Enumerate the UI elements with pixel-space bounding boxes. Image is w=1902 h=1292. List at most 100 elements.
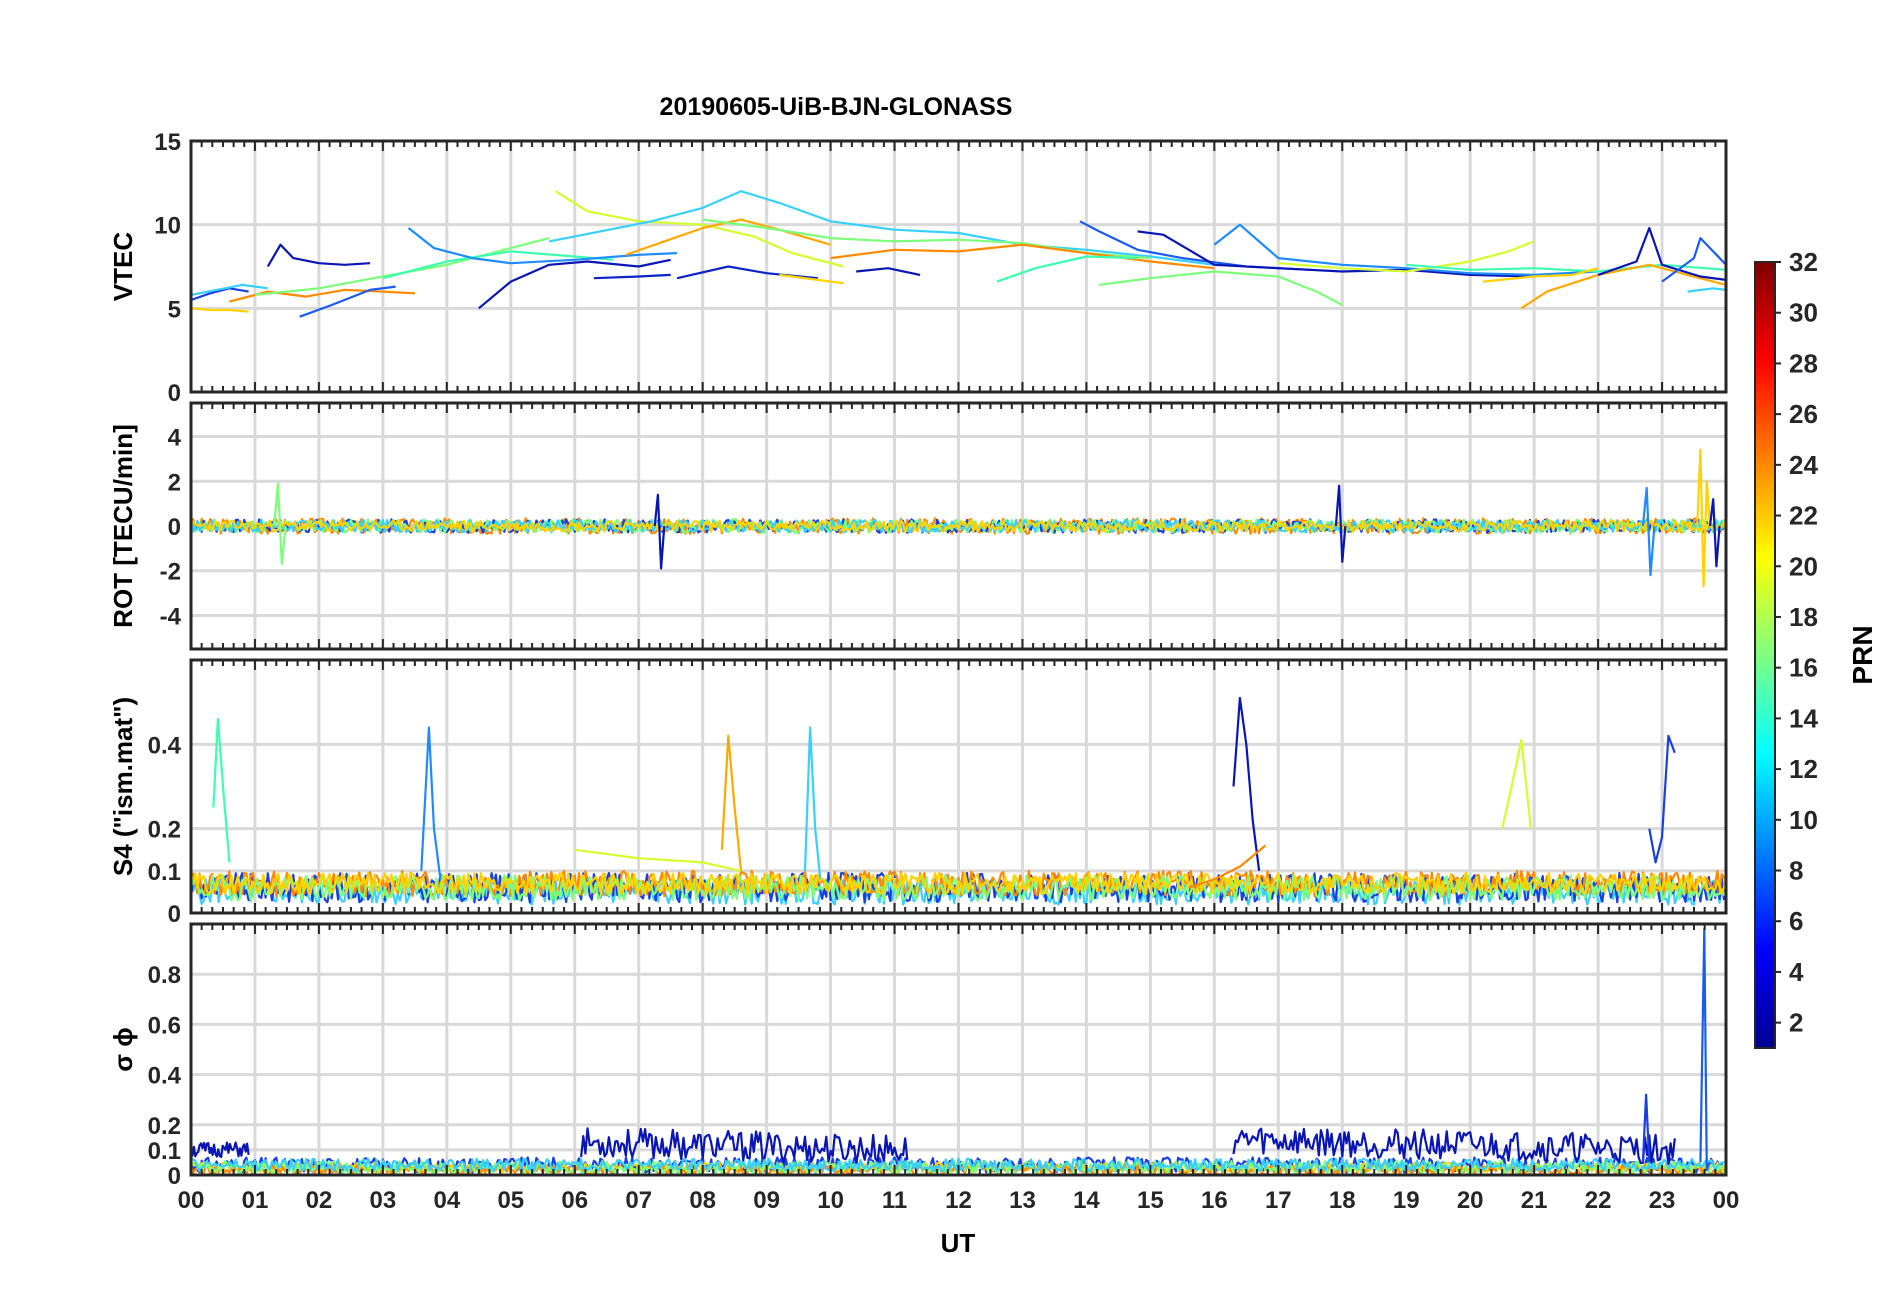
data-series-line <box>720 734 743 871</box>
x-tick-label: 00 <box>1713 1187 1740 1214</box>
x-tick-label: 04 <box>433 1187 460 1214</box>
y-tick-label: 0.2 <box>148 817 181 844</box>
x-tick-label: 13 <box>1009 1187 1036 1214</box>
data-series-line <box>191 307 249 313</box>
data-series-line <box>191 518 1726 534</box>
data-series-line <box>1597 226 1726 281</box>
x-tick-label: 08 <box>689 1187 716 1214</box>
data-series-line <box>1137 230 1535 278</box>
data-series-line <box>580 1127 909 1164</box>
data-series-line <box>548 190 1215 266</box>
data-series-line <box>574 848 742 872</box>
data-series-line <box>593 273 671 280</box>
y-axis-label: σ ϕ <box>108 1027 138 1072</box>
panel-s4: 0 0.1 0.2 0.4 S4 ("ism.mat") <box>108 658 1728 928</box>
colorbar-tick-label: 2 <box>1789 1008 1803 1038</box>
data-series-line <box>1699 927 1711 1172</box>
data-series-line <box>1406 263 1726 273</box>
colorbar-tick-label: 16 <box>1789 653 1818 683</box>
y-tick-label: 0.8 <box>148 962 181 989</box>
x-tick-label: 18 <box>1329 1187 1356 1214</box>
data-series-line <box>1661 237 1726 283</box>
colorbar-tick-label: 26 <box>1789 399 1818 429</box>
colorbar-tick-label: 24 <box>1789 450 1818 480</box>
data-series-line <box>1232 696 1261 871</box>
x-tick-label: 16 <box>1201 1187 1228 1214</box>
x-tick-label: 11 <box>882 1187 907 1214</box>
colorbar-tick-label: 32 <box>1789 247 1818 277</box>
data-series-line <box>1696 448 1712 588</box>
data-series-line <box>1501 739 1532 829</box>
data-series-line <box>1482 267 1599 283</box>
colorbar-tick-label: 30 <box>1789 298 1818 328</box>
data-series-line <box>1708 498 1721 568</box>
x-tick-label: 19 <box>1393 1187 1420 1214</box>
colorbar-bar <box>1754 261 1776 1049</box>
y-tick-label: 0 <box>168 901 181 928</box>
x-tick-label: 20 <box>1457 1187 1484 1214</box>
data-series-line <box>212 717 231 863</box>
y-tick-label: 0.4 <box>148 732 182 759</box>
data-series-line <box>478 258 671 310</box>
data-series-line <box>407 227 678 265</box>
x-tick-label: 21 <box>1521 1187 1548 1214</box>
colorbar-tick-label: 10 <box>1789 805 1818 835</box>
x-tick-label: 00 <box>178 1187 205 1214</box>
x-tick-label: 17 <box>1265 1187 1292 1214</box>
data-series-line <box>299 285 396 318</box>
data-series-line <box>1099 270 1343 306</box>
colorbar-tick-label: 18 <box>1789 602 1818 632</box>
data-series-line <box>420 726 442 880</box>
data-series-line <box>1188 844 1267 889</box>
y-tick-label: 0.1 <box>148 1138 181 1165</box>
x-tick-label: 01 <box>242 1187 269 1214</box>
x-tick-label: 09 <box>753 1187 780 1214</box>
y-tick-label: 15 <box>154 129 181 156</box>
x-tick-label: 12 <box>945 1187 972 1214</box>
x-tick-label: 15 <box>1137 1187 1164 1214</box>
y-tick-label: 0 <box>168 514 181 541</box>
colorbar-tick-label: 28 <box>1789 348 1818 378</box>
data-series-line <box>382 250 614 280</box>
data-series-line <box>1648 734 1676 864</box>
colorbar-tick-label: 22 <box>1789 501 1818 531</box>
data-series-line <box>191 1141 250 1158</box>
data-series-line <box>191 519 1726 533</box>
data-series-line <box>1334 484 1347 563</box>
data-series-line <box>266 243 371 268</box>
data-series-line <box>555 190 844 268</box>
data-series-line <box>191 874 1726 902</box>
panel-sigma_phi: 00.10.2 0.4 0.6 0.8 σ ϕ <box>108 922 1728 1190</box>
x-tick-label: 06 <box>561 1187 588 1214</box>
panel-series <box>191 190 1726 318</box>
x-tick-label: 03 <box>370 1187 397 1214</box>
data-series-line <box>996 255 1138 283</box>
y-axis-label: ROT [TECU/min] <box>108 424 138 628</box>
y-axis-label: VTEC <box>108 232 138 302</box>
y-tick-label: 0.1 <box>148 859 181 886</box>
data-series-line <box>779 273 844 285</box>
data-series-line <box>191 287 249 302</box>
y-tick-label: 5 <box>168 296 181 323</box>
data-series-line <box>1232 1127 1676 1165</box>
x-tick-label: 23 <box>1649 1187 1676 1214</box>
colorbar-tick-label: 4 <box>1789 957 1804 987</box>
colorbar-tick-label: 12 <box>1789 754 1818 784</box>
panel-vtec: 0 5 10 15 VTEC <box>108 129 1728 407</box>
data-series-line <box>653 493 666 570</box>
colorbar-tick-label: 20 <box>1789 551 1818 581</box>
x-tick-label: 10 <box>817 1187 844 1214</box>
data-series-line <box>1641 1093 1651 1163</box>
y-axis-label: S4 ("ism.mat") <box>108 697 138 876</box>
panel-rot: -4 -2 0 2 4 ROT [TECU/min] <box>108 401 1728 651</box>
data-series-line <box>1687 287 1726 293</box>
data-series-line <box>191 283 268 296</box>
data-series-line <box>273 482 287 566</box>
data-series-line <box>1213 223 1599 276</box>
y-tick-label: -2 <box>160 559 181 586</box>
data-series-line <box>1641 486 1656 577</box>
colorbar-tick-label: 6 <box>1789 906 1803 936</box>
y-tick-label: 0.2 <box>148 1113 181 1140</box>
